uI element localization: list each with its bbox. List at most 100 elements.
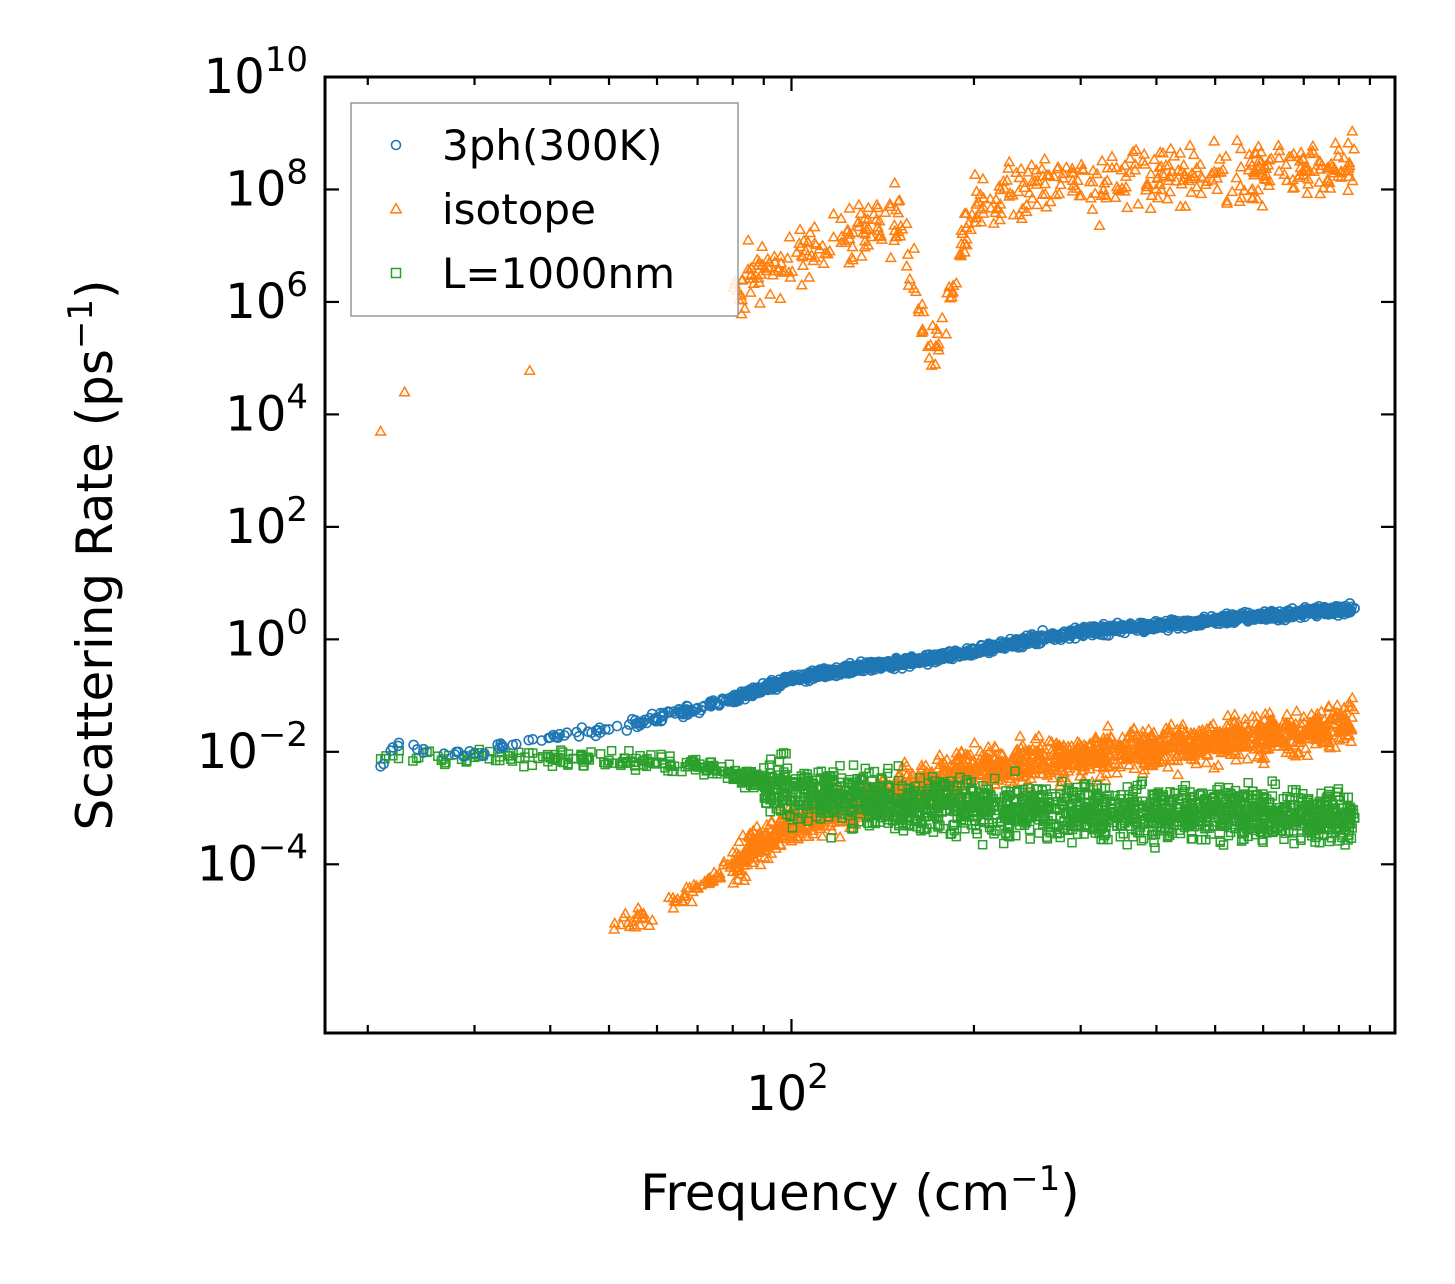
isotope-point [1015, 212, 1028, 223]
L1000nm-point [791, 787, 801, 798]
isotope-point [1251, 740, 1264, 752]
isotope-point [1203, 720, 1217, 732]
isotope-point [873, 214, 886, 226]
isotope-point [843, 256, 856, 268]
isotope-point [1113, 749, 1126, 761]
isotope-point [1049, 188, 1062, 200]
isotope-point [1280, 158, 1293, 170]
isotope-point [1295, 146, 1308, 157]
L1000nm-point [785, 810, 795, 821]
isotope-point [793, 223, 807, 234]
L1000nm-point [882, 815, 893, 825]
L1000nm-point [816, 766, 827, 777]
isotope-point [931, 340, 945, 352]
L1000nm-point [1197, 813, 1208, 823]
isotope-point [854, 207, 867, 219]
L1000nm-point [835, 760, 845, 771]
isotope-point [1317, 181, 1330, 193]
L1000nm-point [860, 800, 871, 810]
isotope-point [903, 272, 916, 284]
isotope-point [1306, 139, 1319, 151]
isotope-point [1057, 753, 1070, 764]
isotope-point [801, 235, 815, 247]
L1000nm-point [813, 767, 823, 778]
isotope-point [1256, 162, 1270, 173]
isotope-point [1139, 183, 1153, 195]
L1000nm-point [1091, 780, 1102, 790]
isotope-point [1330, 699, 1344, 710]
isotope-point [808, 220, 821, 232]
isotope-point [1187, 148, 1200, 160]
isotope-point [1185, 186, 1198, 197]
isotope-point [806, 827, 820, 839]
isotope-point [1033, 747, 1046, 759]
L1000nm-point [1223, 782, 1234, 793]
L1000nm-point [1326, 833, 1337, 843]
isotope-point [1260, 173, 1273, 184]
isotope-point [1075, 764, 1088, 776]
isotope-point [1230, 725, 1243, 737]
isotope-point [1296, 152, 1309, 164]
isotope-point [771, 830, 784, 842]
isotope-point [1045, 735, 1058, 747]
L1000nm-point [706, 757, 717, 767]
isotope-point [1337, 732, 1350, 744]
isotope-point [1044, 195, 1057, 207]
isotope-point [1207, 761, 1221, 773]
isotope-point [1275, 731, 1289, 743]
isotope-point [1049, 753, 1062, 765]
isotope-point [945, 286, 959, 298]
isotope-point [931, 327, 944, 339]
isotope-point [804, 226, 817, 238]
isotope-point [1286, 720, 1299, 732]
L1000nm-point [738, 773, 749, 783]
isotope-point [916, 323, 929, 334]
isotope-point [1197, 736, 1210, 748]
L1000nm-point [1225, 827, 1236, 838]
isotope-point [752, 276, 766, 287]
L1000nm-point [724, 759, 735, 770]
isotope-point [1038, 749, 1051, 760]
isotope-point [982, 745, 995, 757]
isotope-point [1303, 165, 1317, 177]
L1000nm-point [1200, 834, 1211, 845]
isotope-point [398, 385, 411, 397]
L1000nm-point [951, 831, 962, 842]
isotope-point [1312, 714, 1325, 726]
isotope-point [1091, 754, 1104, 765]
isotope-point [997, 174, 1010, 186]
isotope-point [1036, 738, 1049, 750]
isotope-point [1331, 170, 1345, 181]
L1000nm-point [1189, 821, 1200, 832]
L1000nm-point [989, 829, 999, 839]
isotope-point [778, 826, 791, 837]
isotope-point [1234, 142, 1247, 154]
isotope-point [1254, 718, 1267, 730]
isotope-point [950, 276, 963, 288]
isotope-point [1020, 758, 1033, 770]
isotope-point [801, 249, 814, 260]
isotope-point [797, 234, 810, 245]
L1000nm-point [998, 804, 1008, 814]
L1000nm-point [646, 750, 656, 760]
isotope-point [1029, 757, 1042, 768]
isotope-point [1040, 200, 1053, 212]
isotope-point [925, 765, 938, 777]
isotope-point [960, 238, 973, 250]
L1000nm-point [949, 780, 959, 791]
L1000nm-point [1030, 796, 1041, 807]
L1000nm-point [1251, 812, 1261, 822]
L1000nm-point [815, 814, 826, 824]
isotope-point [995, 207, 1008, 218]
L1000nm-point [729, 774, 740, 785]
isotope-point [1144, 167, 1158, 179]
L1000nm-point [1343, 830, 1354, 840]
isotope-point [1208, 135, 1221, 146]
L1000nm-point [1320, 796, 1330, 807]
isotope-point [958, 207, 971, 218]
L1000nm-point [1333, 784, 1344, 794]
L1000nm-point [1033, 790, 1043, 801]
L1000nm-point [764, 771, 774, 782]
isotope-point [667, 901, 680, 913]
L1000nm-point [893, 775, 904, 786]
